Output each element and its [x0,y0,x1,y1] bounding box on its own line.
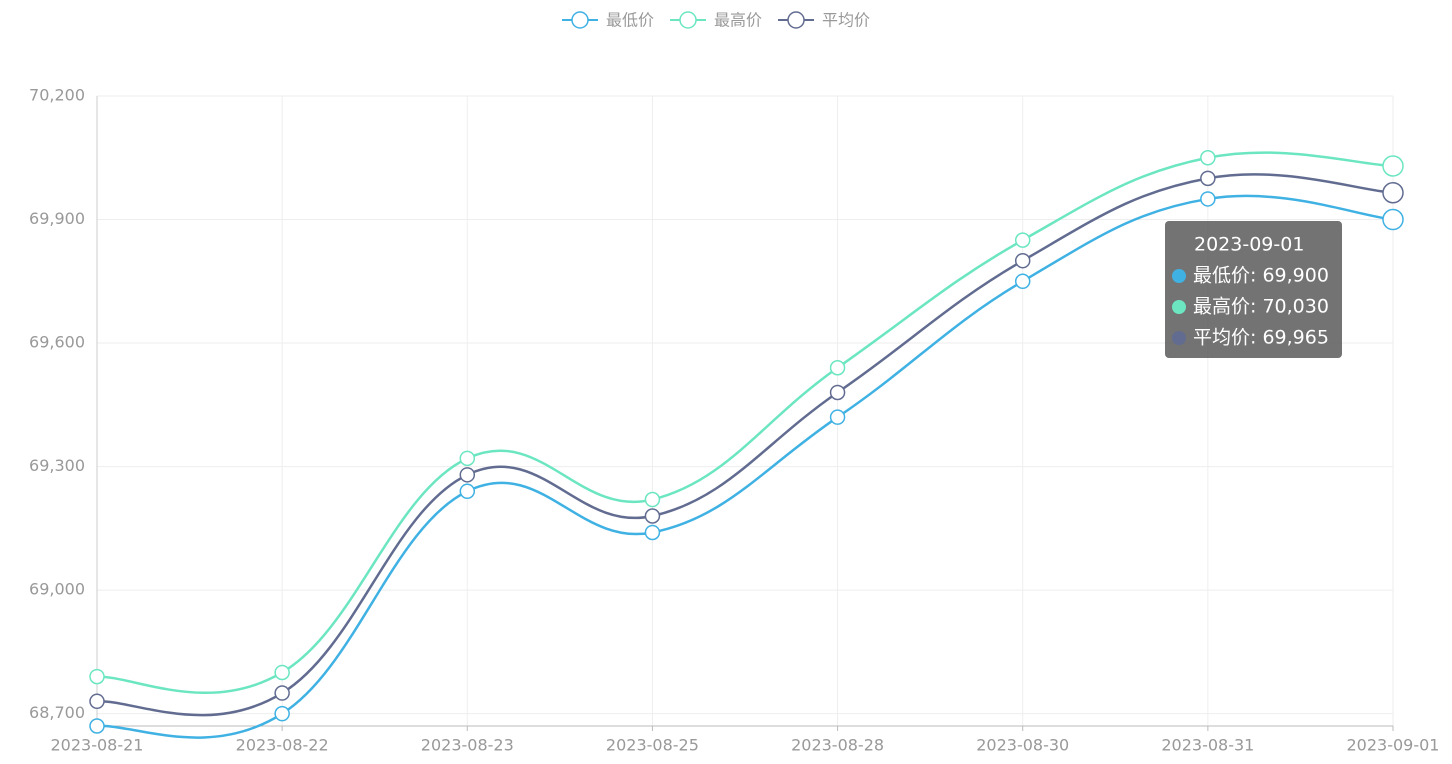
point [274,664,290,681]
tooltip-item: 最低价: 69,900 [1193,265,1329,287]
x-tick-label: 2023-08-28 [791,736,884,755]
x-tick-label: 2023-08-25 [606,736,699,755]
legend-item[interactable]: 最高价 [670,11,762,30]
legend-item[interactable]: 最低价 [562,11,654,30]
x-tick-label: 2023-08-31 [1161,736,1254,755]
x-tick-label: 2023-09-01 [1347,736,1440,755]
point [1382,208,1404,231]
y-tick-label: 69,300 [29,456,85,475]
legend-marker [679,11,697,29]
point [274,685,290,701]
series-line [96,173,1394,717]
x-tick-label: 2023-08-21 [51,736,144,755]
tooltip-title: 2023-09-01 [1194,234,1304,256]
point [1014,232,1031,248]
point [459,467,476,483]
point [829,409,846,425]
series-line [96,194,1394,739]
tooltip: 2023-09-01 最低价: 69,900 最高价: 70,030 平均价: 69,… [1165,221,1342,358]
legend-marker [571,11,589,29]
y-tick-label: 69,900 [29,209,85,228]
point [459,450,476,467]
x-tick-label: 2023-08-30 [976,736,1069,755]
y-tick-label: 69,000 [29,580,85,599]
legend-label: 平均价 [822,11,870,30]
point [644,491,661,508]
point [1382,182,1404,204]
x-tick-label: 2023-08-22 [236,736,329,755]
point [829,384,846,401]
legend-marker [787,11,805,29]
x-tick-label: 2023-08-23 [421,736,514,755]
y-tick-label: 68,700 [29,703,85,722]
point [644,524,661,541]
legend-item[interactable]: 平均价 [778,11,870,30]
point [459,483,476,500]
point [1382,155,1404,177]
point [89,718,105,734]
point [1014,273,1031,290]
point [1200,170,1216,187]
legend-label: 最低价 [606,11,654,30]
legend-label: 最高价 [714,11,762,30]
tooltip-box [1165,221,1342,358]
y-tick-label: 69,600 [29,333,85,352]
tooltip-dot [1172,300,1186,314]
tooltip-dot [1172,269,1186,283]
point [89,693,105,710]
point [829,360,846,376]
tooltip-item: 平均价: 69,965 [1193,327,1329,349]
point [274,705,290,722]
series-line [96,151,1394,695]
point [644,508,661,524]
y-tick-label: 70,200 [29,86,85,105]
point [89,668,105,685]
tooltip-item: 最高价: 70,030 [1193,296,1329,318]
point [1200,150,1216,166]
point [1200,191,1216,207]
tooltip-dot [1172,331,1186,345]
point [1014,252,1031,269]
